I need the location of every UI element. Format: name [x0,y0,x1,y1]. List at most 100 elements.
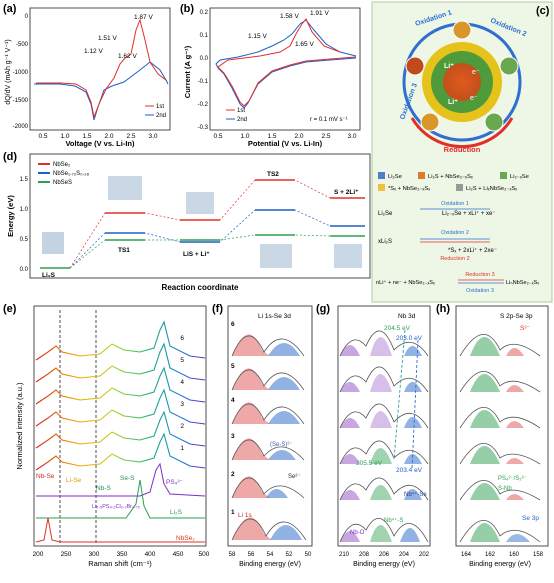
panel-c-ion-label: Li⁺ [448,99,458,106]
panel-a-xtick: 2.0 [104,133,113,140]
panel-g-xtick: 208 [359,552,370,558]
panel-c-particle [452,20,472,40]
panel-h-envelope [459,370,541,393]
panel-h-xtick: 158 [533,552,544,558]
panel-f-envelope [231,335,305,357]
panel-a-peak-label: 1.62 V [118,53,137,60]
panel-b-ytick: -0.1 [198,79,209,85]
panel-d-ytick: 0.5 [20,237,29,243]
panel-d-state-label: Li₂S [42,272,56,279]
panel-f-xlabel: Binding energy (eV) [239,561,301,568]
panel-h-label: (h) [436,303,450,315]
panel-g: (g) Nb 3d Binding energy (eV) 210 208 20… [316,303,431,568]
panel-c-legend-item: *Sₓ + NbSe₂₋ₓSₓ [388,186,430,192]
panel-h-fit-peak [470,374,500,392]
panel-g-envelope [339,440,429,465]
panel-c-reaction-right: *Sₓ + 2xLi⁺ + 2xe⁻ [448,247,497,254]
panel-h-xlabel: Binding energy (eV) [469,561,531,568]
panel-d-ytick: 0.0 [20,267,29,273]
panel-h-envelope [459,442,541,465]
panel-g-fit-peak [340,454,360,464]
panel-b: (b) Current (A g⁻¹) Potential (V vs. Li-… [180,3,361,148]
panel-f: (f) Li 1s-Se 3d Binding energy (eV) 58 5… [212,303,313,568]
panel-f-envelope [231,369,305,391]
panel-g-annotation: Nb⁴⁺-S [384,517,403,524]
panel-e-trace-number: 6 [180,335,184,342]
panel-h-fit-peak [506,534,530,542]
panel-g-xtick: 202 [419,552,430,558]
panel-e-peak-label: Se-S [120,475,135,482]
panel-f-xtick: 54 [267,552,274,558]
panel-h-envelope [459,519,541,543]
panel-e: (e) Normalized intensity (a.u.) Raman sh… [3,303,210,568]
panel-g-xtick: 206 [379,552,390,558]
panel-g-fit-peak [370,485,392,500]
panel-g-label: (g) [316,303,330,315]
panel-g-fit-peak [370,448,392,464]
panel-e-xtick: 500 [199,551,210,558]
panel-h-fit-peak [470,410,500,428]
panel-f-fit-peak [268,450,296,460]
panel-d-path-nbse2 [69,179,331,269]
panel-f-xtick: 50 [305,552,312,558]
panel-d: (d) Energy (eV) Reaction coordinate 1.5 … [3,151,371,292]
panel-a-peak-label: 1.12 V [84,48,103,55]
panel-c-reaction-right: Li₂₋ₓSe + xLi⁺ + xe⁻ [442,210,496,217]
panel-b-legend-2nd: 2nd [237,117,247,123]
panel-b-xtick: 0.5 [213,133,222,140]
panel-e-trace-number: 2 [180,423,184,430]
panel-e-trace-number: 1 [180,445,184,452]
panel-e-xtick: 300 [89,551,100,558]
panel-c-legend-swatch [418,172,425,179]
panel-d-axes [29,153,371,279]
panel-a: (a) dQ/dV (mAh g⁻¹ V⁻¹) Voltage (V vs. L… [3,3,171,148]
panel-f-envelope [231,518,307,541]
panel-c-legend-swatch [378,172,385,179]
panel-g-xlabel: Binding energy (eV) [353,561,415,568]
panel-d-ylabel: Energy (eV) [6,195,15,237]
panel-b-label: (b) [180,3,194,15]
panel-c-legend-item: Li₂S + LiₓNbSe₂₋ₓSₓ [466,186,517,192]
panel-c-legend-swatch [500,172,507,179]
panel-f-xtick: 58 [229,552,236,558]
panel-c-reaction-left: Li₂Se [378,211,393,217]
panel-g-annotation: 205.5 eV [356,460,383,467]
panel-b-cv-1st [217,18,357,107]
panel-g-fit-peak [340,490,360,500]
panel-h-fit-peak [506,458,524,464]
panel-a-peak-label: 1.87 V [134,14,153,21]
panel-c-legend-item: Li₂Se [388,174,402,180]
panel-c-reaction-left: xLi₂S [378,239,392,245]
panel-b-ylabel: Current (A g⁻¹) [183,45,192,98]
panel-g-fit-peak [370,525,392,542]
panel-e-trace [35,320,206,361]
panel-a-ytick: -500 [16,42,29,48]
panel-c-legend-swatch [378,184,385,191]
panel-a-xtick: 1.0 [60,133,69,140]
panel-c-ion-label: Li⁺ [444,63,454,70]
panel-c-particle [499,56,519,76]
panel-h-axes [455,305,549,547]
panel-b-xtick: 1.5 [267,133,276,140]
panel-g-fit-peak [404,489,422,500]
panel-f-number: 6 [231,321,235,328]
panel-e-trace-number: 3 [180,401,184,408]
panel-f-fit-peak [268,411,300,424]
panel-b-cv-2nd [215,19,357,109]
panel-b-xlabel: Potential (V vs. Li-In) [248,139,323,148]
panel-c-reaction-right: LiₙNbSe₂₋ₓSₓ [506,280,539,286]
panel-d-structure [42,232,64,254]
panel-h-spectra [459,333,541,543]
panel-d-state-label: TS2 [267,171,279,178]
panel-d-xlabel: Reaction coordinate [162,283,239,292]
panel-e-trace [35,388,206,427]
panel-h-fit-peak [506,348,524,356]
panel-d-legend-item: NbSeS [53,180,72,186]
panel-e-xtick: 200 [33,551,44,558]
panel-d-structures [42,176,362,268]
panel-h-xtick: 164 [461,552,472,558]
panel-c-legend-swatch [456,184,463,191]
panel-c-reaction-top: Oxidation 2 [441,230,469,236]
panel-c-label: (c) [536,5,550,17]
panel-h-envelope [459,479,541,501]
